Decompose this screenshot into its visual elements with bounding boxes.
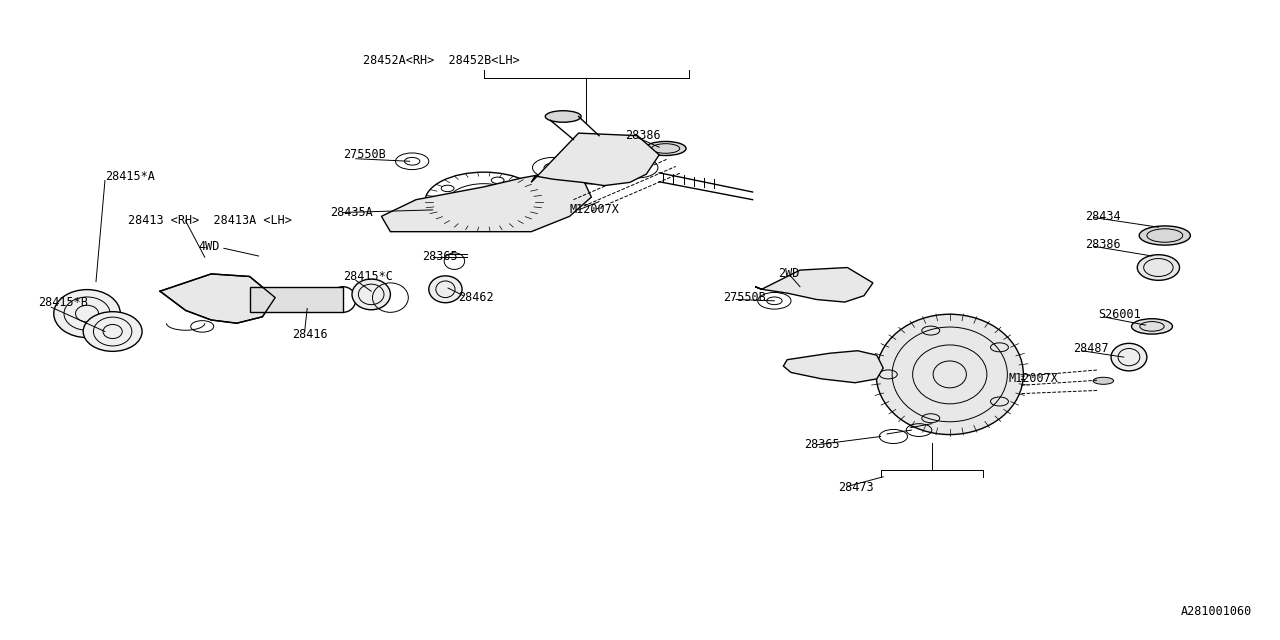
Polygon shape [755, 268, 873, 302]
Text: 28365: 28365 [422, 250, 458, 262]
Text: 28365: 28365 [804, 438, 840, 451]
Text: 4WD: 4WD [198, 240, 220, 253]
Ellipse shape [558, 159, 625, 184]
Text: 27550B: 27550B [723, 291, 765, 304]
Ellipse shape [1093, 378, 1114, 384]
Text: 28462: 28462 [458, 291, 494, 304]
Ellipse shape [1111, 344, 1147, 371]
Text: 28386: 28386 [625, 129, 660, 142]
Text: 28452A<RH>  28452B<LH>: 28452A<RH> 28452B<LH> [364, 54, 520, 67]
Text: 28435A: 28435A [330, 206, 372, 219]
Text: M12007X: M12007X [570, 204, 620, 216]
Text: 28415*A: 28415*A [105, 170, 155, 182]
Ellipse shape [1132, 319, 1172, 334]
Ellipse shape [545, 111, 581, 122]
Ellipse shape [645, 141, 686, 156]
Ellipse shape [237, 287, 262, 312]
Ellipse shape [54, 290, 120, 338]
Text: 28413 <RH>  28413A <LH>: 28413 <RH> 28413A <LH> [128, 214, 292, 227]
Text: 2WD: 2WD [778, 268, 800, 280]
Polygon shape [160, 274, 275, 323]
Text: 27550B: 27550B [343, 148, 385, 161]
Text: S26001: S26001 [1098, 308, 1140, 321]
Ellipse shape [1139, 226, 1190, 245]
Polygon shape [381, 172, 591, 232]
Text: 28415*C: 28415*C [343, 270, 393, 283]
Polygon shape [250, 287, 343, 312]
Text: M12007X: M12007X [1009, 372, 1059, 385]
Text: 28416: 28416 [292, 328, 328, 340]
Ellipse shape [876, 314, 1024, 435]
Ellipse shape [1138, 255, 1180, 280]
Text: 28473: 28473 [838, 481, 874, 494]
Text: 28434: 28434 [1085, 210, 1121, 223]
Polygon shape [531, 133, 659, 186]
Ellipse shape [83, 312, 142, 351]
Text: A281001060: A281001060 [1180, 605, 1252, 618]
Text: 28487: 28487 [1073, 342, 1108, 355]
Ellipse shape [352, 279, 390, 310]
Text: 28415*B: 28415*B [38, 296, 88, 309]
Text: 28386: 28386 [1085, 238, 1121, 251]
Polygon shape [783, 351, 883, 383]
Ellipse shape [429, 276, 462, 303]
Circle shape [196, 299, 209, 305]
